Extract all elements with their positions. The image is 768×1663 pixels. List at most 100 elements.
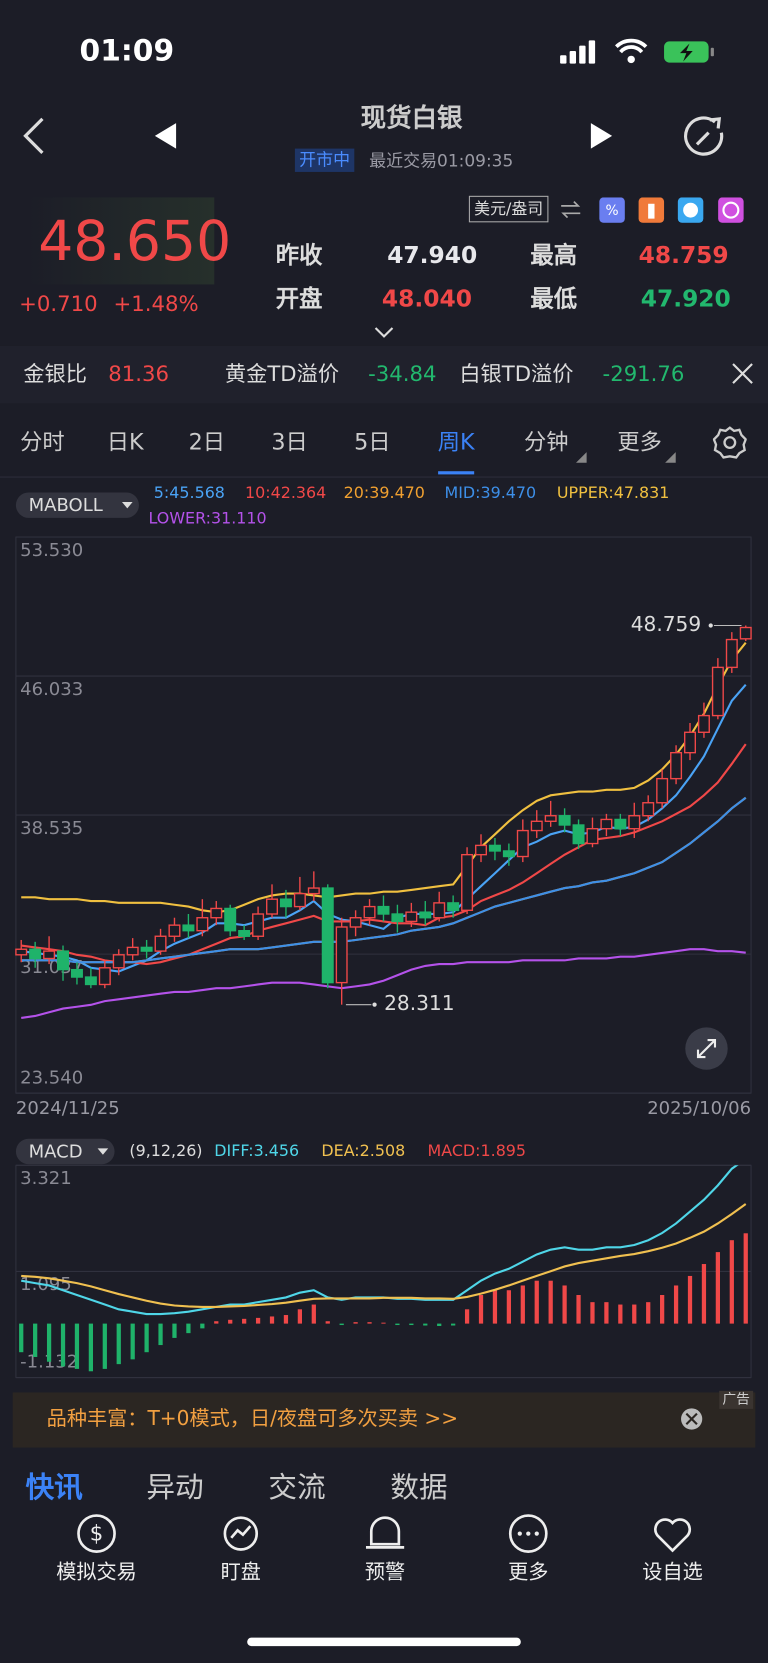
macd-bar [618, 1304, 623, 1324]
candle-body [335, 926, 348, 984]
field-value: 48.759 [638, 243, 729, 270]
ad-close[interactable] [680, 1407, 703, 1430]
candle-body [252, 913, 265, 937]
candle-body [656, 777, 669, 804]
last-trade: 最近交易01:09:35 [369, 150, 514, 171]
nav-label[interactable]: 设自选 [642, 1560, 703, 1584]
candle-body [168, 924, 181, 937]
status-time: 01:09 [79, 32, 175, 68]
candle-body [711, 666, 724, 717]
settings-button[interactable] [712, 426, 747, 460]
candle-body [266, 898, 279, 915]
field-value: 47.920 [640, 286, 731, 314]
nav-label[interactable]: 预警 [364, 1560, 406, 1584]
candle-body [279, 898, 292, 908]
candle-body [70, 968, 83, 978]
period-tab[interactable]: 5日 [354, 429, 391, 455]
ticker-bar [0, 345, 768, 404]
macd-bar [33, 1323, 38, 1357]
ticker-close[interactable] [731, 362, 754, 385]
candle-body [642, 802, 655, 817]
nav-label[interactable]: 更多 [508, 1560, 549, 1584]
header-title: 现货白银 [360, 102, 463, 133]
period-tab[interactable]: 分钟 [524, 429, 569, 455]
fullscreen-icon [696, 1039, 717, 1059]
dropdown-caret [97, 1148, 109, 1155]
macd-bar [423, 1323, 428, 1326]
legend-entry: MID:39.470 [444, 483, 536, 502]
macd-bar [478, 1295, 484, 1324]
field-label: 最低 [530, 286, 578, 314]
macd-bar [353, 1322, 358, 1324]
unit-selector[interactable]: 美元/盎司 [468, 195, 549, 223]
macd-bar [632, 1304, 637, 1324]
candle-body [502, 850, 515, 858]
section-tab[interactable]: 交流 [268, 1471, 326, 1505]
period-tab[interactable]: 3日 [271, 429, 308, 455]
quote-tools[interactable]: % [559, 197, 750, 223]
nav-icons: $ [77, 1514, 692, 1553]
candle-body [112, 954, 125, 969]
candle-body [530, 820, 543, 832]
indicator-selector[interactable] [15, 1138, 115, 1165]
macd-bar [46, 1323, 52, 1362]
nav-label[interactable]: 模拟交易 [56, 1560, 137, 1584]
macd-bar [729, 1240, 734, 1324]
field-label: 开盘 [275, 286, 323, 314]
macd-bar [715, 1252, 720, 1324]
next-button[interactable] [589, 122, 614, 150]
candle-body [628, 815, 641, 830]
indicator-line [21, 1203, 747, 1308]
indicator-line [21, 1165, 739, 1316]
candle-body [15, 948, 28, 956]
y-tick-label: 23.540 [20, 1067, 83, 1088]
macd-bar [506, 1290, 511, 1324]
candle-body [126, 946, 139, 956]
period-tab[interactable]: 2日 [188, 429, 226, 455]
ad-banner[interactable] [12, 1392, 756, 1448]
indicator-line [21, 743, 747, 966]
candle-body [433, 902, 446, 919]
legend-entry: DEA:2.508 [321, 1141, 405, 1160]
prev-button[interactable] [153, 122, 178, 150]
y-tick-label: 3.321 [20, 1168, 72, 1189]
macd-bar [534, 1280, 539, 1324]
macd-bar [451, 1323, 456, 1326]
period-tab[interactable]: 日K [106, 429, 144, 455]
macd-bar [130, 1323, 135, 1360]
period-tab[interactable]: 更多 [617, 429, 662, 455]
macd-bar [228, 1319, 233, 1324]
period-tab[interactable]: 周K [437, 429, 475, 455]
legend-entry: 5:45.568 [154, 483, 225, 502]
indicator-line [21, 642, 747, 914]
candle-body [572, 824, 585, 845]
macd-bar [381, 1322, 386, 1324]
macd-bar [283, 1315, 289, 1324]
period-tab[interactable]: 分时 [20, 429, 65, 455]
last-price: 48.650 [38, 210, 232, 274]
candle-body [586, 828, 599, 845]
divider [0, 476, 768, 478]
macd-bar [60, 1323, 66, 1367]
ticker-label: 黄金TD溢价 [224, 360, 340, 387]
macd-bar [673, 1285, 679, 1324]
macd-bar [172, 1323, 177, 1338]
indicator-selector[interactable] [15, 492, 139, 518]
candle-body [98, 967, 111, 986]
ad-text[interactable]: 品种丰富：T+0模式，日/夜盘可多次买卖 >> [46, 1406, 459, 1431]
section-tab[interactable]: 异动 [146, 1471, 204, 1505]
expand-quote[interactable] [373, 325, 394, 340]
legend-entry: LOWER:31.110 [149, 508, 267, 527]
section-tab[interactable]: 快讯 [25, 1471, 83, 1505]
macd-bar [687, 1275, 693, 1324]
back-button[interactable] [19, 115, 51, 157]
price-change: +0.710 [19, 290, 98, 317]
nav-label[interactable]: 盯盘 [220, 1560, 261, 1584]
section-tab[interactable]: 数据 [390, 1471, 448, 1505]
candle-body [57, 950, 70, 971]
refresh-button[interactable] [681, 114, 728, 161]
macd-bar [562, 1285, 567, 1324]
